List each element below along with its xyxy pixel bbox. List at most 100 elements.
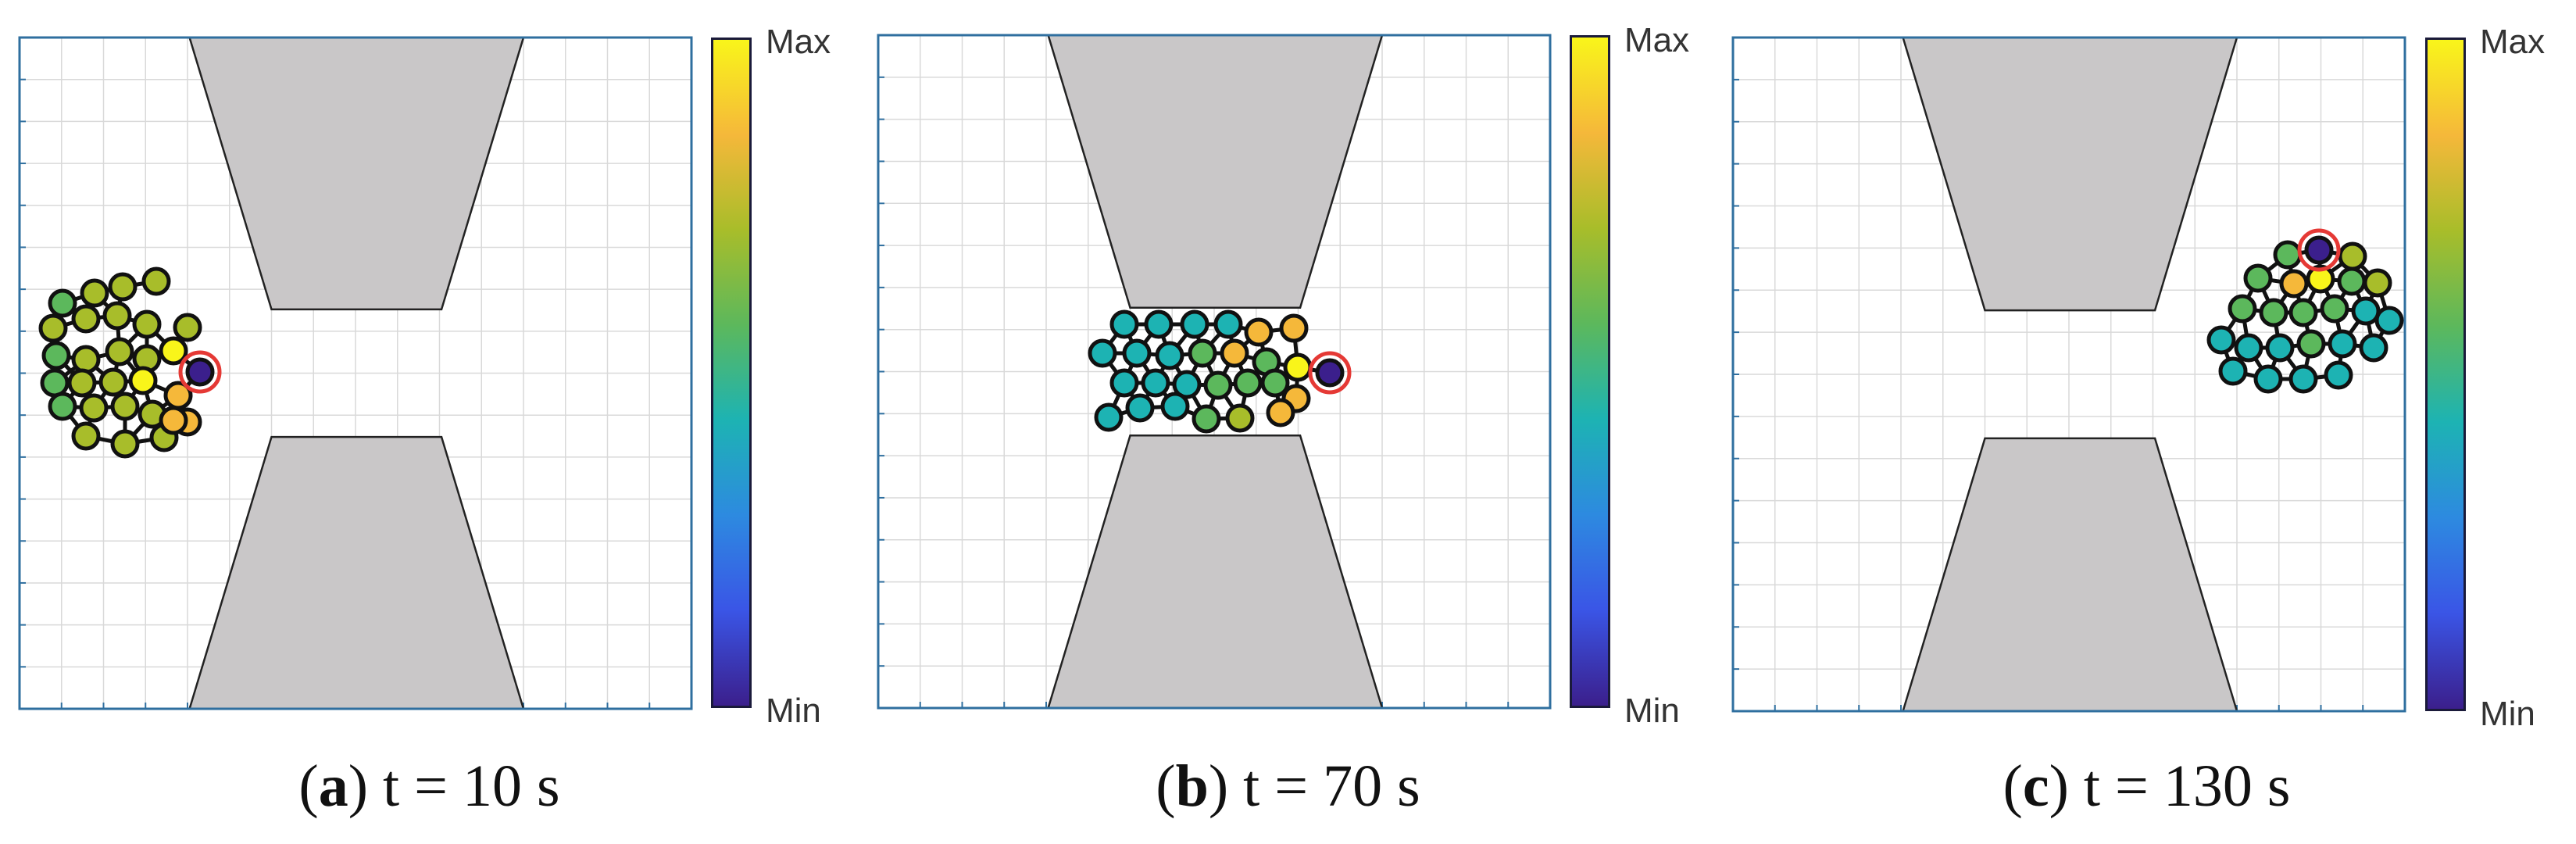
particle: [2206, 325, 2236, 355]
particle: [185, 357, 215, 387]
caption-text-c: t = 130 s: [2068, 753, 2291, 819]
particle: [108, 272, 138, 302]
particle: [1155, 341, 1184, 370]
particle: [48, 288, 77, 318]
particle: [110, 429, 140, 459]
caption-text-a: t = 10 s: [368, 753, 560, 819]
particle: [2304, 235, 2334, 265]
leader-marker: [178, 350, 222, 394]
panel-c: Max Min (c) t = 130 s: [1717, 0, 2576, 844]
particle: [2265, 333, 2295, 363]
particle: [128, 366, 158, 395]
particle: [1315, 358, 1345, 388]
particle: [159, 406, 188, 435]
particle: [1203, 370, 1233, 400]
particle: [71, 421, 101, 451]
particle: [2324, 360, 2353, 390]
particle: [48, 392, 77, 421]
particle: [1260, 368, 1290, 398]
particle: [1141, 368, 1170, 398]
leader-marker: [1308, 351, 1352, 395]
panel-a: Max Min (a) t = 10 s: [0, 0, 859, 844]
particle: [1094, 402, 1124, 432]
particle: [1192, 404, 1221, 434]
particle: [2288, 364, 2318, 394]
particle: [71, 345, 101, 374]
colorbar-c: [2425, 38, 2466, 711]
particle: [1266, 398, 1295, 427]
particle: [2363, 268, 2392, 298]
particle: [2243, 263, 2273, 293]
particle: [41, 341, 71, 370]
particle: [1188, 338, 1217, 368]
particle: [2259, 298, 2288, 327]
particle: [2273, 240, 2303, 270]
particle: [1088, 338, 1117, 368]
particle: [2296, 329, 2326, 359]
particle: [1172, 370, 1202, 399]
particle: [1283, 352, 1313, 382]
particle: [2228, 294, 2257, 324]
caption-letter-c: c: [2022, 753, 2049, 819]
particle: [2279, 269, 2309, 299]
colorbar-min-label-a: Min: [766, 692, 821, 730]
particle: [110, 392, 140, 421]
particle: [132, 309, 162, 339]
particle: [2306, 264, 2335, 294]
particle: [67, 368, 97, 398]
particle: [141, 266, 171, 296]
particle: [79, 393, 109, 423]
particle: [105, 337, 134, 367]
particle: [2328, 329, 2357, 359]
colorbar-max-label-b: Max: [1624, 21, 1690, 59]
domain-border: [1731, 36, 2406, 713]
caption-b: (b) t = 70 s: [1156, 753, 1420, 819]
panel-b: Max Min (b) t = 70 s: [859, 0, 1717, 844]
simulation-plot-c: [1731, 36, 2406, 713]
caption-a: (a) t = 10 s: [298, 753, 560, 819]
particle: [71, 304, 101, 334]
simulation-plot-b: [877, 34, 1552, 710]
particle: [98, 367, 128, 397]
colorbar-b: [1570, 35, 1610, 708]
particle: [2337, 266, 2367, 296]
particle: [1213, 309, 1243, 339]
particle: [2338, 241, 2367, 271]
colorbar-max-label-c: Max: [2480, 23, 2546, 61]
particle: [1180, 309, 1209, 339]
particle: [1122, 338, 1152, 368]
domain-border: [18, 36, 693, 710]
caption-text-b: t = 70 s: [1228, 753, 1420, 819]
particle: [1233, 368, 1263, 398]
particle: [2218, 356, 2248, 386]
particle: [1279, 313, 1309, 343]
colorbar-min-label-c: Min: [2480, 695, 2535, 733]
particle: [1220, 338, 1249, 368]
particle: [1109, 309, 1139, 339]
colorbar-max-label-a: Max: [766, 23, 831, 61]
simulation-plot-a: [18, 36, 693, 710]
particle: [2351, 296, 2381, 326]
particle: [2253, 364, 2283, 394]
particle: [80, 278, 109, 308]
leader-marker: [2297, 228, 2341, 272]
particle: [1160, 392, 1190, 421]
particle: [1125, 393, 1155, 423]
particle: [2374, 306, 2404, 335]
particle: [1244, 317, 1274, 347]
particle: [173, 313, 202, 342]
particle: [2359, 333, 2388, 363]
particle: [2288, 298, 2318, 327]
particle: [2320, 294, 2349, 324]
particle: [1225, 403, 1255, 433]
caption-letter-a: a: [318, 753, 348, 819]
particle: [1144, 309, 1174, 339]
particle: [159, 336, 188, 366]
caption-c: (c) t = 130 s: [2003, 753, 2291, 819]
particle: [102, 301, 132, 331]
particle: [1109, 368, 1139, 398]
domain-border: [877, 34, 1552, 710]
particle: [2234, 333, 2263, 363]
particle: [38, 313, 68, 343]
colorbar-a: [711, 38, 752, 708]
